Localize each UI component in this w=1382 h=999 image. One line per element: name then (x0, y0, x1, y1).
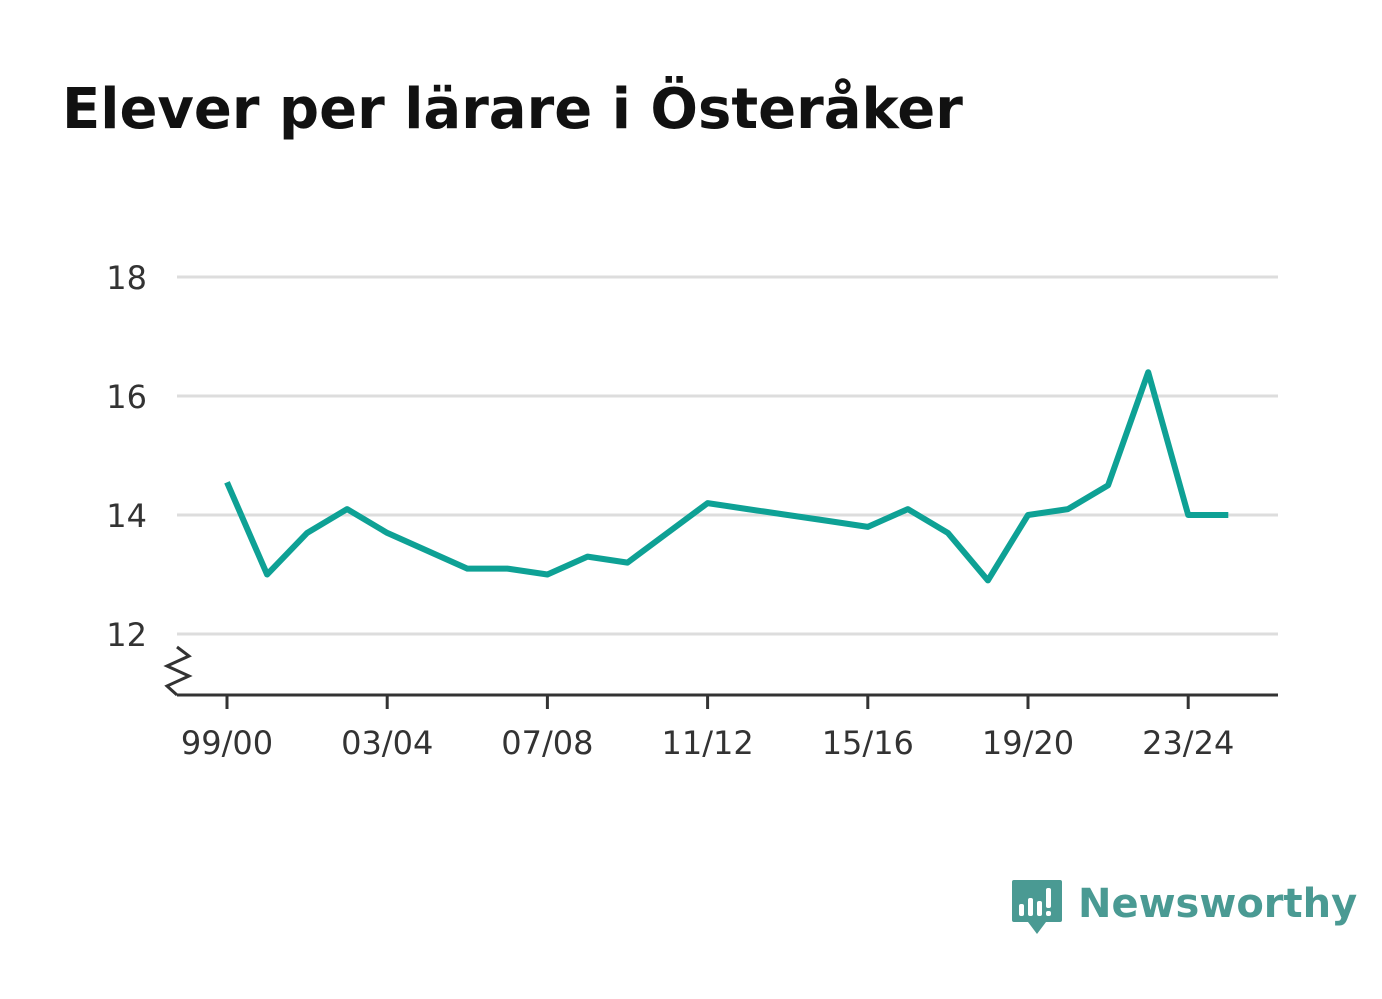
brand-name: Newsworthy (1078, 881, 1358, 927)
x-tick-label: 19/20 (982, 724, 1074, 762)
x-tick-label: 99/00 (181, 724, 273, 762)
x-tick-label: 07/08 (501, 724, 593, 762)
chart-title: Elever per lärare i Österåker (62, 77, 963, 142)
x-axis (163, 645, 1278, 709)
series-line-0 (224, 369, 1229, 584)
y-axis-labels: 12 14 16 18 (106, 259, 147, 654)
y-tick-label: 12 (106, 616, 147, 654)
axis-break-icon (163, 645, 193, 697)
y-tick-label: 14 (106, 497, 147, 535)
x-tick-label: 11/12 (661, 724, 753, 762)
x-tick-label: 23/24 (1142, 724, 1234, 762)
brand-logo: Newsworthy (1010, 878, 1357, 942)
gridlines (177, 275, 1278, 636)
newsworthy-logo-icon (1012, 880, 1062, 934)
x-axis-labels: 99/00 03/04 07/08 11/12 15/16 19/20 23/24 (181, 724, 1234, 762)
x-tick-label: 15/16 (822, 724, 914, 762)
y-tick-label: 18 (106, 259, 147, 297)
series (224, 369, 1229, 584)
x-tick-label: 03/04 (341, 724, 433, 762)
y-tick-label: 16 (106, 378, 147, 416)
